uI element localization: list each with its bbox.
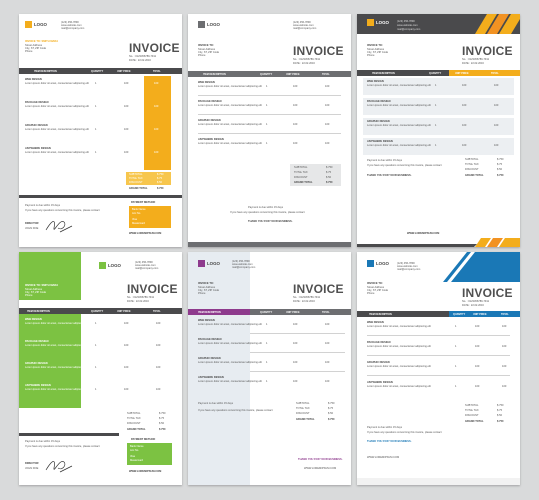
divider-bar [19,195,182,198]
header-accent: ITEM DESCRIPTION [188,309,250,315]
logo-mark [367,19,374,26]
description-column [19,314,81,408]
corner-stripes [475,14,520,34]
footer-website: WWW.LOREMIPSUM.COM [367,456,400,459]
invoice-title: INVOICE [293,282,344,296]
contact-email: mail@company.com [61,27,85,30]
logo-mark [198,21,205,28]
bottom-stripes [357,238,520,247]
signature-image [45,221,73,233]
footer-website: WWW.LOREMIPSUM.COM [129,232,162,235]
summary-box [290,164,341,186]
total-column [144,76,171,170]
contact-web: www.website.com [61,24,82,27]
header-highlight: UNIT PRICE TOTAL [449,70,520,76]
table-header: ITEM DESCRIPTION QUANTITY UNIT PRICE TOT… [19,308,182,314]
invoice-to: INVOICE TO: SMITH MARA [25,40,59,43]
green-side-panel [19,252,81,300]
table-header: ITEM DESCRIPTION QUANTITY UNIT PRICE TOT… [188,71,351,77]
logo-mark [367,260,374,267]
footer-website: WWW.LOREMIPSUM.COM [304,467,337,470]
header-accent: QUANTITY UNIT PRICE TOTAL [449,311,520,317]
invoice-title: INVOICE [293,44,344,58]
logo-mark [198,260,205,267]
table-header: ITEM DESCRIPTION [357,311,520,317]
invoice-template-4: LOGO (123) 456-7890 www.website.com mail… [19,252,182,485]
left-gray-column [188,252,250,485]
invoice-title: INVOICE [127,282,178,296]
contact-phone: (123) 456-7890 [61,21,79,24]
invoice-template-5: LOGO (123) 456-7890 www.website.com mail… [188,252,351,485]
logo-mark [99,262,106,269]
table-header: ITEM DESCRIPTION QUANTITY [357,70,520,76]
summary-box [126,172,171,185]
divider-bar [19,433,119,436]
footer-website: WWW.LOREMIPSUM.COM [129,470,162,473]
invoice-title: INVOICE [462,44,513,58]
footer-line [357,478,520,485]
invoice-template-6: LOGO (123) 456-7890 www.website.com mail… [357,252,520,485]
logo-mark [25,21,32,28]
table-header: QUANTITY UNIT PRICE TOTAL [188,309,351,315]
footer-bar [188,242,351,247]
invoice-template-3: LOGO (123) 456-7890 www.website.com mail… [357,14,520,247]
invoice-template-1: LOGO (123) 456-7890 www.website.com mail… [19,14,182,247]
invoice-template-2: LOGO (123) 456-7890 www.website.com mail… [188,14,351,247]
payment-box [127,443,172,465]
blue-corner-stripe [443,252,520,282]
payment-box [129,206,171,228]
invoice-title: INVOICE [462,286,513,300]
signature-image [45,461,73,473]
invoice-title: INVOICE [129,41,180,55]
table-header: ITEM DESCRIPTION QUANTITY UNIT PRICE TOT… [19,68,182,74]
footer-website: WWW.LOREMIPSUM.COM [407,232,440,235]
